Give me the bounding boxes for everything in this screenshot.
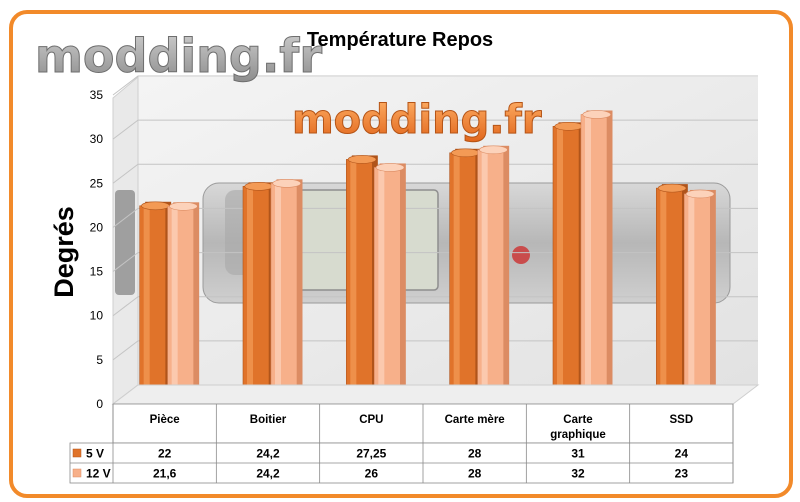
data-label: 24,2 [256,467,280,481]
data-label: 24,2 [256,447,280,461]
x-tick-label: Carte mère [445,414,505,426]
bar-5v [656,183,688,401]
bar-series [139,110,716,401]
x-tick-label: SSD [670,414,694,426]
x-tick-label: Boitier [250,414,287,426]
data-label: 26 [365,467,379,481]
bar-5v [346,155,378,401]
data-table: Pièce Boitier CPU Carte mère Carte graphique S… [69,403,734,484]
y-tick-label: 25 [90,176,104,190]
bar-5v [242,182,275,401]
x-tick-label: graphique [550,429,606,441]
bar-12v [580,110,613,398]
legend-label: 5 V [86,447,104,461]
data-label: 28 [468,467,482,481]
y-tick-label: 10 [90,309,104,323]
background-photo [115,182,731,304]
bar-12v [167,202,200,398]
x-tick-label: Pièce [150,414,180,426]
y-tick-label: 20 [90,220,104,234]
watermark-center: modding.fr [292,97,542,143]
y-tick-label: 35 [90,88,104,102]
y-tick-label: 5 [96,353,103,367]
bar-12v [374,163,406,398]
gridline [112,163,758,184]
gridline [112,296,758,317]
bar-12v [270,179,303,398]
y-tick-label: 30 [90,132,104,146]
gridline [112,75,758,96]
data-label: 31 [571,447,585,461]
x-tick-label: CPU [359,414,383,426]
bar-5v [139,201,172,401]
chart-frame: 0 5 10 15 20 25 30 35 modding.fr modding.fr Piè… [9,10,793,498]
y-tick-label: 0 [96,397,103,411]
gridline [112,119,758,140]
chart-title: Température Repos [307,29,493,51]
data-label: 27,25 [356,447,386,461]
y-tick-label: 15 [90,265,104,279]
data-label: 23 [675,467,689,481]
legend-swatch [72,468,82,478]
bar-5v [449,148,482,401]
chart: 0 5 10 15 20 25 30 35 modding.fr modding.fr Piè… [35,29,760,484]
legend-swatch [72,448,82,458]
gridline [112,207,758,228]
y-axis-label: Degrés [49,206,79,298]
data-label: 21,6 [153,467,177,481]
y-axis-ticks: 0 5 10 15 20 25 30 35 [90,88,104,411]
gridline [112,340,758,361]
bar-12v [684,189,716,398]
data-label: 22 [158,447,172,461]
data-label: 28 [468,447,482,461]
watermark-top: modding.fr [35,29,322,83]
legend-label: 12 V [86,467,111,481]
gridline [112,252,758,272]
data-label: 24 [675,447,689,461]
data-label: 32 [571,467,585,481]
bar-5v [552,122,585,401]
bar-12v [477,145,510,398]
x-tick-label: Carte [563,414,592,426]
